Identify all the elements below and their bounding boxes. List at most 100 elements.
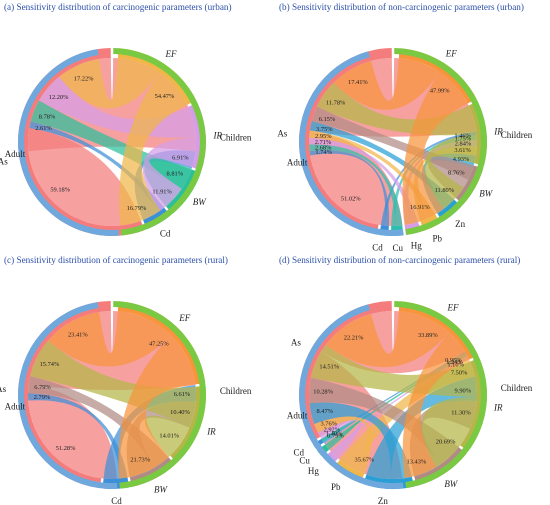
arcs [299,301,488,490]
pct-label-adult-cd: 2.79% [34,394,51,401]
param-label-ef: EF [445,48,457,58]
param-label-cd: Cd [294,448,305,458]
param-label-cu: Cu [299,456,310,466]
arc-ir [170,385,207,463]
ribbon-cd-adult [29,121,165,212]
pct-label-adult-cd: 1.74% [315,149,332,156]
pct-label-adult-bw: 6.15% [319,116,336,123]
ribbon-ef-adult [59,58,160,109]
pct-label-children-hg: 2.84% [455,140,472,147]
ribbon-pb-adult [314,416,372,474]
pct-label-children-pb: 3.61% [454,147,471,154]
param-label-pb: Pb [331,482,341,492]
chord-chart-c: As Cd BW IR EF Children Adult 47.25% 6.61% 10.40%… [0,301,252,505]
chart-title: (c) Sensitivity distribution of carcinog… [4,255,228,265]
ribbon-ir-children [424,133,477,210]
pct-label-adult-pb: 3.76% [320,420,337,427]
panel-a: (a) Sensitivity distribution of carcinog… [0,0,275,252]
group-label-adult: Adult [5,401,26,411]
pct-label-children-cd: 6.91% [172,155,189,162]
param-label-cd: Cd [372,243,383,253]
pct-label-children-hg: 1.10% [447,361,464,368]
pct-label-children-as: 33.89% [418,332,438,339]
pct-label-children-bw: 8.76% [448,169,465,176]
pct-label-adult-hg: 2.92% [324,427,341,434]
ribbon-as-adult [27,127,141,227]
param-label-ef: EF [447,303,459,313]
param-label-cd: Cd [160,229,171,239]
group-label-children: Children [220,132,252,142]
ribbon-ef-adult [48,311,172,367]
arcs [299,48,488,237]
pct-label-adult-bw: 8.78% [39,113,56,120]
pct-label-children-as: 47.99% [430,87,450,94]
ribbon-cu-adult [321,419,360,450]
chart-title: (a) Sensitivity distribution of carcinog… [4,2,232,12]
param-label-ir: IR [493,402,503,412]
pct-label-adult-bw: 6.79% [34,384,51,391]
pct-label-adult-zn: 8.47% [317,408,334,415]
ribbon-ir-adult [310,344,477,398]
pct-label-children-ir: 11.91% [152,188,172,195]
pct-label-adult-as: 51.02% [341,195,361,202]
pct-label-children-zn: 9.90% [455,387,472,394]
chart-title: (d) Sensitivity distribution of non-carc… [279,255,521,265]
param-label-cu: Cu [392,243,403,253]
labels: As Cd BW IR EF Children Adult 47.25% 6.61% 10.40%… [0,313,252,505]
ribbon-ef-adult [333,58,440,110]
param-label-bw: BW [479,188,493,198]
ribbon-ir-adult [30,340,197,427]
pct-label-adult-cu: 2.68% [315,144,332,151]
pct-label-children-ir: 20.69% [436,439,456,446]
ribbon-ir-children [142,137,197,211]
param-label-ir: IR [493,127,503,137]
ribbons [27,58,197,227]
chart-title: (b) Sensitivity distribution of non-carc… [279,2,524,12]
arcs [18,301,207,489]
pct-label-children-as: 54.47% [155,93,175,100]
pct-label-children-ef: 16.91% [410,204,430,211]
param-label-zn: Zn [455,219,465,229]
pct-label-adult-ir: 14.51% [319,364,339,371]
ribbon-ir-children [421,397,477,467]
param-label-hg: Hg [308,466,319,476]
ribbon-zn-adult [309,121,455,207]
ribbon-ef-adult [325,311,450,368]
param-label-bw: BW [154,484,168,494]
param-label-as: As [291,338,301,348]
panel-b: (b) Sensitivity distribution of non-carc… [275,0,550,253]
pct-label-children-ef: 13.43% [407,458,427,465]
pct-label-children-bw: 10.40% [170,409,190,416]
pct-label-adult-pb: 2.95% [315,133,332,140]
ribbon-ir-children [144,415,191,457]
pct-label-adult-ef: 17.22% [74,76,94,83]
pct-label-adult-bw: 10.28% [313,389,333,396]
param-label-pb: Pb [432,233,442,243]
ribbon-ef-children [402,72,468,226]
pct-label-adult-ir: 11.78% [326,99,346,106]
ribbons [308,58,478,227]
pct-label-adult-zn: 3.75% [316,126,333,133]
pct-label-adult-cd: 2.61% [35,125,52,132]
group-label-adult: Adult [287,157,308,167]
pct-label-adult-as: 51.28% [56,445,76,452]
labels: As Cd BW IR EF Children Adult 54.47% 6.91% 8.81% 1… [0,49,252,239]
pct-label-adult-ef: 17.41% [348,79,368,86]
pct-label-adult-cd: 0.79% [327,432,344,439]
pct-label-children-cd: 1.46% [454,132,471,139]
param-label-hg: Hg [411,240,422,250]
ribbons [309,311,477,480]
pct-label-children-cu: 1.75% [455,136,472,143]
pct-label-adult-as: 35.67% [355,456,375,463]
param-label-bw: BW [193,197,207,207]
param-label-ef: EF [178,313,190,323]
arc-as [299,48,392,235]
arc-as [18,301,111,489]
panel-c: (c) Sensitivity distribution of carcinog… [0,253,275,505]
group-label-children: Children [501,130,533,140]
ribbon-hg-adult [317,418,362,459]
ribbon-as-adult [308,131,403,227]
ribbon-bw-adult [311,106,474,180]
pct-label-children-zn: 4.93% [453,156,470,163]
